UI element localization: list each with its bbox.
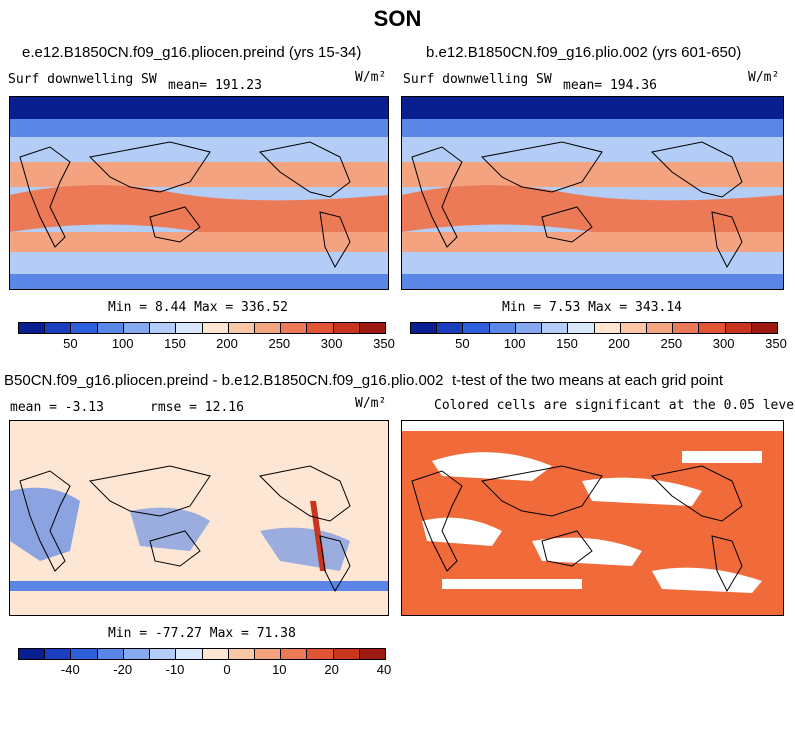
panel1-variable-label: Surf downwelling SW: [8, 72, 157, 87]
tick: 20: [324, 662, 339, 677]
tick: 40: [376, 662, 392, 677]
colorbar-abs-1: [18, 322, 386, 334]
figure-title: SON: [373, 6, 422, 31]
tick: 350: [765, 336, 787, 351]
tick: 50: [63, 336, 78, 351]
panel4-title: t-test of the two means at each grid poi…: [452, 372, 723, 389]
tick: 350: [373, 336, 395, 351]
tick: -40: [60, 662, 80, 677]
tick: 100: [111, 336, 134, 351]
colorbar-abs-2: [410, 322, 778, 334]
tick: -10: [165, 662, 185, 677]
tick: 150: [556, 336, 578, 351]
panel3-map: [9, 420, 389, 616]
panel1-stats: Min = 8.44 Max = 336.52: [108, 300, 289, 315]
tick: 0: [223, 662, 231, 677]
tick: 300: [712, 336, 735, 351]
panel3-stats: Min = -77.27 Max = 71.38: [108, 626, 296, 641]
panel2-variable-label: Surf downwelling SW: [403, 72, 552, 87]
panel1-mean: mean= 191.23: [168, 78, 262, 93]
tick: -20: [113, 662, 133, 677]
tick: 250: [660, 336, 683, 351]
tick: 150: [164, 336, 186, 351]
panel1-title: e.e12.B1850CN.f09_g16.pliocen.preind (yr…: [22, 44, 362, 61]
panel4-map: [401, 420, 784, 616]
tick: 10: [272, 662, 287, 677]
panel2-units: W/m²: [748, 70, 780, 85]
panel3-title: B50CN.f09_g16.pliocen.preind - b.e12.B18…: [4, 372, 444, 389]
panel2-title: b.e12.B1850CN.f09_g16.plio.002 (yrs 601-…: [426, 44, 742, 61]
panel2-mean: mean= 194.36: [563, 78, 657, 93]
tick: 100: [503, 336, 526, 351]
tick: 250: [268, 336, 291, 351]
panel2-stats: Min = 7.53 Max = 343.14: [502, 300, 683, 315]
tick: 300: [320, 336, 343, 351]
colorbar-diff: [18, 648, 386, 660]
panel3-mean: mean = -3.13: [10, 400, 104, 415]
panel1-map: [9, 96, 389, 290]
tick: 200: [608, 336, 630, 351]
tick: 200: [216, 336, 238, 351]
panel3-units: W/m²: [355, 396, 387, 411]
panel4-subtitle: Colored cells are significant at the 0.0…: [434, 398, 795, 413]
panel3-rmse: rmse = 12.16: [150, 400, 244, 415]
panel1-units: W/m²: [355, 70, 387, 85]
tick: 50: [455, 336, 470, 351]
panel2-map: [401, 96, 784, 290]
